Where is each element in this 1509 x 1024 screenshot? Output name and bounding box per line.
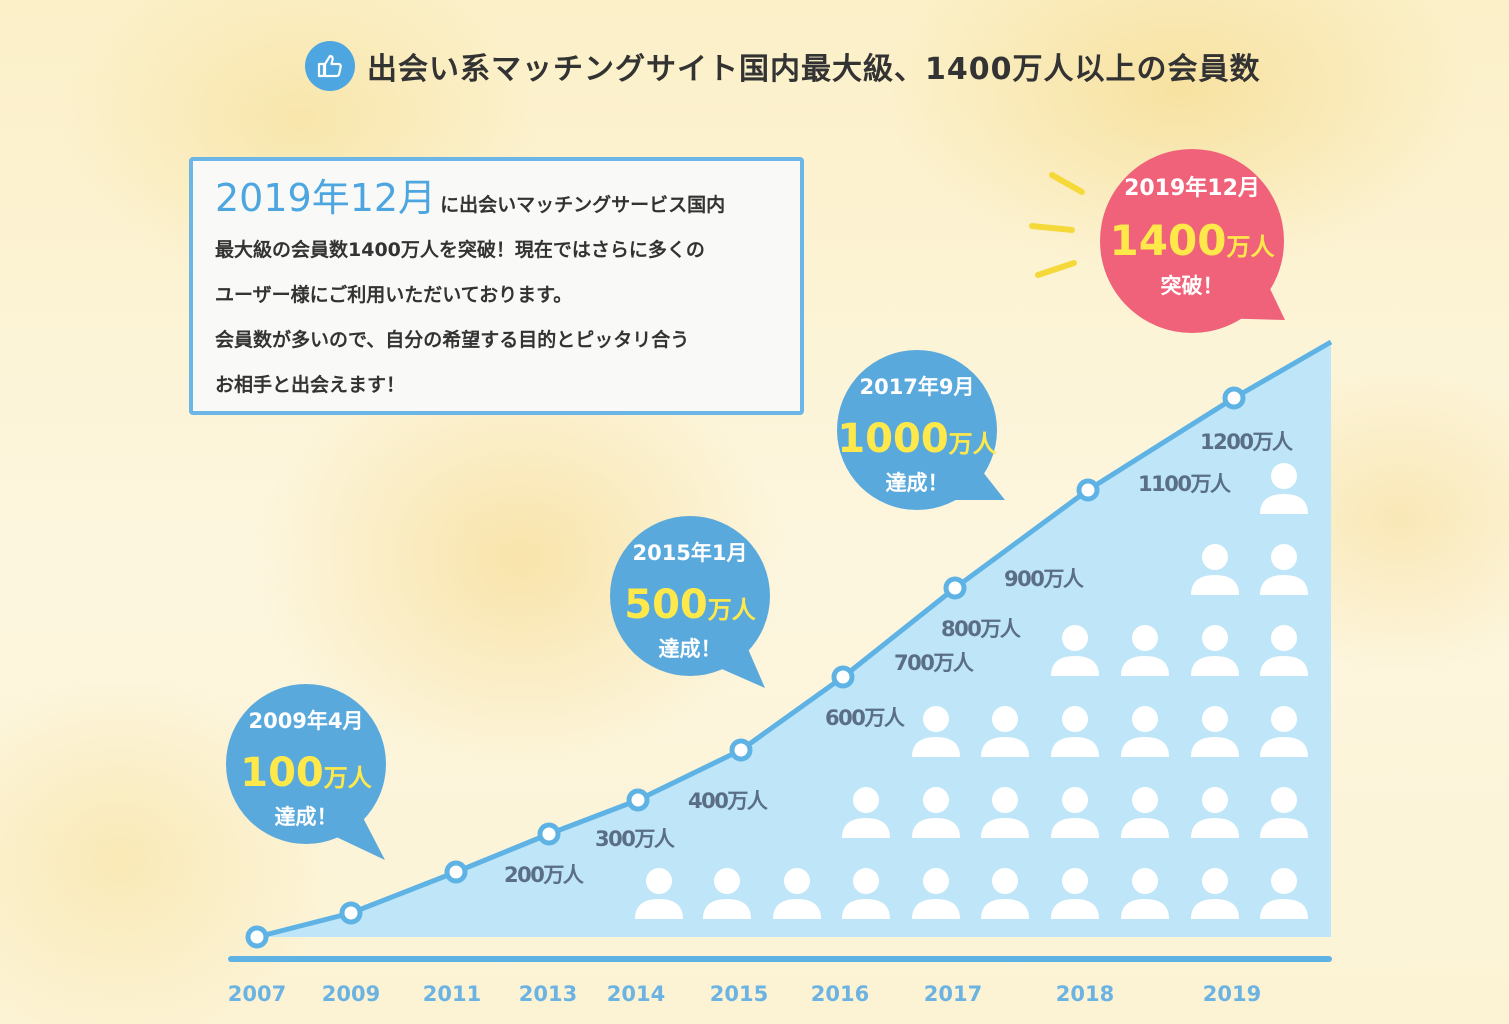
person-icon [1260,463,1308,514]
info-line-3: ユーザー様にご利用いただいております。 [215,284,573,306]
person-icon [981,706,1029,757]
info-line-2: 最大級の会員数1400万人を突破！現在ではさらに多くの [215,239,705,261]
sparkle-ray [1029,223,1075,233]
callout-value: 1400万人 [1110,216,1275,265]
x-tick-label: 2017 [924,982,982,1006]
chart-area [257,342,1331,937]
person-icon [912,868,960,919]
info-line-4: 会員数が多いので、自分の希望する目的とピッタリ合う [215,329,690,351]
point-label: 700万人 [894,651,974,675]
person-icon [981,868,1029,919]
x-tick-label: 2019 [1203,982,1261,1006]
thumbs-up-icon [305,41,355,91]
callout-value: 500万人 [624,582,756,628]
person-icon [1191,625,1239,676]
person-icon [1191,706,1239,757]
data-point [943,576,967,600]
person-icons [635,463,1308,919]
person-icon [1051,625,1099,676]
callout-date: 2015年1月 [632,541,747,565]
person-icon [773,868,821,919]
sparkle-ray [1049,172,1085,195]
person-icon [1191,544,1239,595]
person-icon [981,787,1029,838]
callout-value: 100万人 [240,750,372,796]
person-icon [912,787,960,838]
info-date: 2019年12月 [215,176,437,220]
data-point [537,822,561,846]
x-tick-label: 2018 [1056,982,1114,1006]
x-tick-label: 2013 [519,982,577,1006]
person-icon [842,868,890,919]
callout-note: 達成！ [886,471,949,495]
data-point [1076,478,1100,502]
data-point [339,901,363,925]
page-title: 出会い系マッチングサイト国内最大級、1400万人以上の会員数 [305,40,1261,92]
sparkle-ray [1035,260,1077,278]
point-label: 1200万人 [1200,430,1293,454]
person-icon [1121,706,1169,757]
info-line-5: お相手と出会えます！ [215,374,406,396]
point-label: 600万人 [825,706,905,730]
callout-date: 2019年12月 [1124,175,1260,201]
person-icon [635,868,683,919]
person-icon [1121,625,1169,676]
person-icon [1191,787,1239,838]
callout-note: 達成！ [275,805,338,829]
callout-note: 達成！ [659,637,722,661]
callout-date: 2009年4月 [248,709,363,733]
person-icon [1260,544,1308,595]
person-icon [1051,868,1099,919]
point-label: 900万人 [1004,567,1084,591]
data-point [1222,386,1246,410]
headline-text: 出会い系マッチングサイト国内最大級、1400万人以上の会員数 [367,52,1261,87]
callout-note: 突破！ [1161,274,1224,298]
point-label: 200万人 [504,863,584,887]
data-point [444,860,468,884]
person-icon [1260,868,1308,919]
person-icon [703,868,751,919]
person-icon [1191,868,1239,919]
x-axis-line [228,956,1332,962]
callout-date: 2017年9月 [859,375,974,399]
data-point [831,665,855,689]
x-tick-label: 2009 [322,982,380,1006]
x-tick-label: 2011 [423,982,481,1006]
person-icon [842,787,890,838]
person-icon [1260,706,1308,757]
x-tick-label: 2007 [228,982,286,1006]
x-tick-label: 2016 [811,982,869,1006]
data-point [245,925,269,949]
info-box: 2019年12月 に出会いマッチングサービス国内 最大級の会員数1400万人を突… [189,157,804,415]
person-icon [1051,787,1099,838]
data-point [626,788,650,812]
person-icon [1260,787,1308,838]
callout-value: 1000万人 [837,416,996,462]
info-line-1: に出会いマッチングサービス国内 [440,194,726,216]
point-label: 400万人 [688,789,768,813]
data-point [729,738,753,762]
point-label: 300万人 [595,827,675,851]
person-icon [912,706,960,757]
person-icon [1121,868,1169,919]
person-icon [1121,787,1169,838]
person-icon [1051,706,1099,757]
x-tick-label: 2014 [607,982,665,1006]
person-icon [1260,625,1308,676]
x-tick-label: 2015 [710,982,768,1006]
point-label: 800万人 [941,617,1021,641]
point-label: 1100万人 [1138,472,1231,496]
